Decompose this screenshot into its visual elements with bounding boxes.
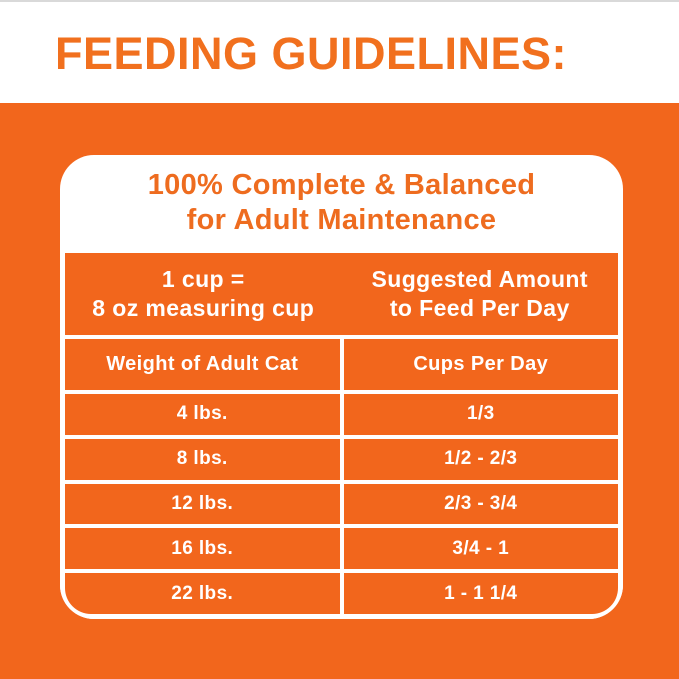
column-header-weight: Weight of Adult Cat — [65, 339, 340, 390]
cups-cell: 1/3 — [343, 394, 618, 435]
weight-cell: 4 lbs. — [65, 394, 340, 435]
suggested-amount-line1: Suggested Amount — [371, 266, 588, 292]
weight-cell: 16 lbs. — [65, 528, 340, 570]
cup-measure-line1: 1 cup = — [161, 266, 245, 292]
weight-cell: 8 lbs. — [65, 438, 340, 480]
header-band: FEEDING GUIDELINES: — [0, 2, 679, 103]
orange-background: 100% Complete & Balanced for Adult Maint… — [0, 103, 679, 679]
card-title: 100% Complete & Balanced for Adult Maint… — [60, 155, 623, 253]
card-title-line1: 100% Complete & Balanced — [147, 169, 536, 201]
cups-cell: 1/2 - 2/3 — [343, 438, 618, 480]
measuring-info-row: 1 cup = 8 oz measuring cup Suggested Amo… — [65, 253, 618, 335]
column-header-cups: Cups Per Day — [343, 339, 618, 390]
card-title-line2: for Adult Maintenance — [186, 204, 497, 236]
weight-cell: 12 lbs. — [65, 483, 340, 525]
suggested-amount-note: Suggested Amount to Feed Per Day — [342, 265, 619, 323]
suggested-amount-line2: to Feed Per Day — [389, 295, 570, 321]
weight-cell: 22 lbs. — [65, 573, 340, 614]
cups-cell: 2/3 - 3/4 — [343, 483, 618, 525]
cups-cell: 1 - 1 1/4 — [343, 573, 618, 614]
feeding-table: 1 cup = 8 oz measuring cup Suggested Amo… — [60, 253, 623, 619]
top-hairline — [0, 0, 679, 2]
feeding-table-card: 100% Complete & Balanced for Adult Maint… — [60, 155, 623, 619]
cup-measure-note: 1 cup = 8 oz measuring cup — [65, 265, 342, 323]
cups-cell: 3/4 - 1 — [343, 528, 618, 570]
cup-measure-line2: 8 oz measuring cup — [92, 295, 315, 321]
page-title: FEEDING GUIDELINES: — [55, 28, 568, 79]
